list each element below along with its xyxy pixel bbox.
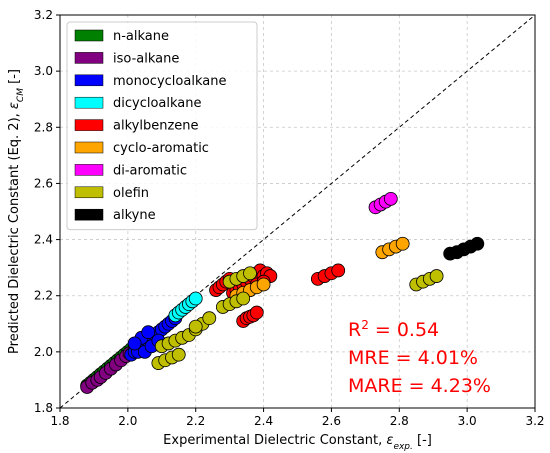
x-axis-label: Experimental Dielectric Constant, εexp. … xyxy=(163,433,432,452)
x-tick-label: 1.8 xyxy=(50,414,69,428)
data-point xyxy=(429,269,444,283)
legend-label: iso-alkane xyxy=(113,51,179,66)
legend-swatch xyxy=(74,52,104,64)
series-di-aromatic xyxy=(368,191,398,215)
data-point xyxy=(202,311,217,326)
x-tick-label: 3.2 xyxy=(525,414,544,428)
legend-swatch xyxy=(74,141,104,154)
legend-swatch xyxy=(74,186,104,199)
data-point xyxy=(141,325,156,340)
x-tick-label: 3.0 xyxy=(458,414,477,428)
legend-swatch xyxy=(74,164,104,176)
legend-swatch xyxy=(74,74,104,87)
legend-swatch xyxy=(74,208,104,221)
legend-swatch xyxy=(74,96,104,109)
legend: n-alkane iso-alkane monocycloalkane dicyclo… xyxy=(66,21,258,231)
series-dicycloalkane xyxy=(168,291,203,323)
fit-statistics: R2 = 0.54 MRE = 4.01% MARE = 4.23% xyxy=(348,318,491,397)
data-point xyxy=(470,236,485,251)
y-tick-label: 2.0 xyxy=(34,345,53,359)
y-tick-label: 2.6 xyxy=(34,176,53,190)
data-point xyxy=(249,305,264,320)
y-tick-label: 2.8 xyxy=(34,120,53,134)
data-point xyxy=(395,236,410,251)
y-tick-label: 2.4 xyxy=(34,233,53,247)
r-squared-label: R2 = 0.54 xyxy=(348,318,439,341)
x-tick-label: 2.4 xyxy=(254,414,273,428)
legend-label: olefin xyxy=(113,186,149,201)
y-tick-label: 3.2 xyxy=(34,8,53,22)
legend-swatch xyxy=(74,29,104,42)
legend-label: monocycloalkane xyxy=(113,74,226,89)
y-tick-label: 2.2 xyxy=(34,289,53,303)
legend-label: cyclo-aromatic xyxy=(113,141,209,156)
data-point xyxy=(331,263,346,278)
series-alkyne xyxy=(443,236,485,261)
y-tick-label: 1.8 xyxy=(34,401,53,415)
identity-reference-line xyxy=(59,14,536,409)
legend-label: dicycloalkane xyxy=(113,96,202,111)
axis-ticks: 1.8 2.0 2.2 2.4 2.6 2.8 3.0 3.2 1.8 2.0 2.2 2.4 2.6 2… xyxy=(34,8,545,428)
data-points xyxy=(80,191,485,394)
legend-swatch xyxy=(74,119,104,131)
legend-box xyxy=(66,21,258,231)
data-point xyxy=(188,291,203,306)
data-point xyxy=(256,277,271,292)
legend-label: di-aromatic xyxy=(113,163,187,178)
mre-label: MRE = 4.01% xyxy=(348,347,478,369)
x-tick-label: 2.2 xyxy=(186,414,205,428)
mare-label: MARE = 4.23% xyxy=(348,375,491,397)
data-point xyxy=(127,336,142,351)
x-tick-label: 2.0 xyxy=(118,414,137,428)
legend-label: alkylbenzene xyxy=(113,119,199,134)
x-tick-label: 2.8 xyxy=(390,414,409,428)
series-olefin xyxy=(151,266,444,370)
data-point xyxy=(171,347,186,362)
y-tick-label: 3.0 xyxy=(34,64,53,78)
legend-label: n-alkane xyxy=(113,29,169,44)
y-axis-label: Predicted Dielectric Constant (Eq. 2), ε… xyxy=(7,69,26,354)
plot-frame xyxy=(59,14,536,409)
data-point xyxy=(243,266,257,281)
legend-label: alkyne xyxy=(113,208,156,223)
data-point xyxy=(236,291,251,306)
x-tick-label: 2.6 xyxy=(322,414,341,428)
data-point xyxy=(188,319,203,334)
data-point xyxy=(383,191,398,206)
